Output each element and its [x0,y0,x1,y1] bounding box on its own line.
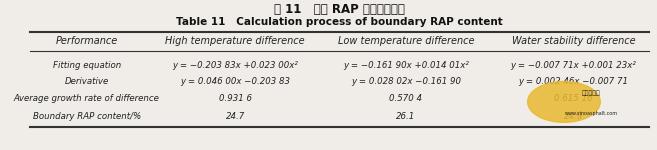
Text: High temperature difference: High temperature difference [166,36,305,46]
Text: 中国沥青网: 中国沥青网 [581,90,600,96]
Text: Fitting equation: Fitting equation [53,61,121,70]
Text: 0.570 4: 0.570 4 [390,94,422,103]
Text: 24.9: 24.9 [564,112,583,121]
Text: Low temperature difference: Low temperature difference [338,36,474,46]
Text: Average growth rate of difference: Average growth rate of difference [14,94,160,103]
Text: y = −0.161 90x +0.014 01x²: y = −0.161 90x +0.014 01x² [343,61,469,70]
Text: 表 11   界限 RAP 掺量计算过程: 表 11 界限 RAP 掺量计算过程 [274,3,405,16]
Text: y = −0.007 71x +0.001 23x²: y = −0.007 71x +0.001 23x² [510,61,637,70]
Text: y = 0.028 02x −0.161 90: y = 0.028 02x −0.161 90 [351,77,461,86]
Text: Boundary RAP content/%: Boundary RAP content/% [32,112,141,121]
Text: y = 0.002 46x −0.007 71: y = 0.002 46x −0.007 71 [518,77,629,86]
Text: Table 11   Calculation process of boundary RAP content: Table 11 Calculation process of boundary… [176,17,503,27]
Text: Derivative: Derivative [64,77,109,86]
Text: 0.615 16: 0.615 16 [554,94,593,103]
Text: Water stability difference: Water stability difference [512,36,635,46]
Text: 26.1: 26.1 [396,112,415,121]
Text: y = 0.046 00x −0.203 83: y = 0.046 00x −0.203 83 [180,77,290,86]
Text: Performance: Performance [55,36,118,46]
Text: 0.931 6: 0.931 6 [219,94,252,103]
Text: 24.7: 24.7 [225,112,245,121]
Text: www.sinoasphalt.com: www.sinoasphalt.com [564,111,618,116]
Ellipse shape [528,81,600,122]
Text: y = −0.203 83x +0.023 00x²: y = −0.203 83x +0.023 00x² [172,61,298,70]
